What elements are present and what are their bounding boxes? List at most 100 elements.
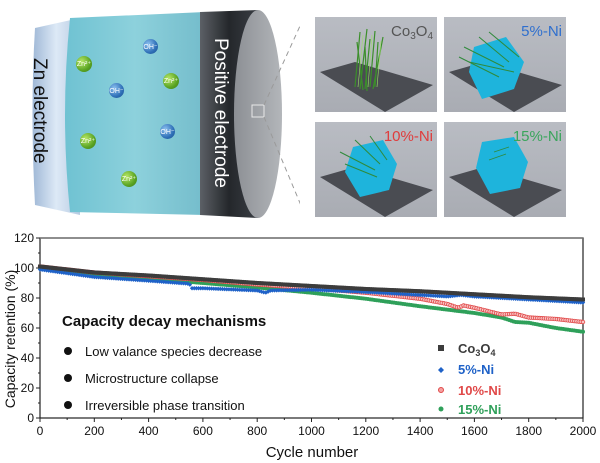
data-point (528, 295, 533, 300)
data-point (311, 287, 316, 293)
data-point (272, 281, 277, 286)
legend-label-15ni: 15%-Ni (458, 402, 501, 417)
data-point (111, 271, 116, 276)
data-point (205, 277, 210, 282)
data-point (535, 295, 540, 300)
data-point (409, 288, 414, 293)
data-point (218, 278, 223, 283)
data-point (541, 298, 547, 303)
data-point (526, 297, 531, 302)
data-point (77, 268, 82, 273)
data-point (257, 281, 262, 286)
data-point (324, 284, 329, 289)
data-point (76, 272, 82, 278)
data-point (305, 283, 310, 288)
data-point (81, 273, 86, 278)
data-point (172, 280, 177, 285)
data-point (181, 275, 186, 280)
data-point (268, 288, 273, 293)
panel-label-5ni: 5%-Ni (521, 23, 562, 40)
data-point (559, 296, 564, 301)
data-point (161, 274, 166, 279)
zn-ion-icon: Zn²⁺ (163, 73, 179, 89)
data-point (92, 274, 97, 280)
data-point (202, 286, 208, 291)
data-point (115, 276, 121, 281)
data-point (124, 272, 129, 277)
data-point (402, 288, 407, 293)
panel-15ni: 15%-Ni (444, 122, 566, 217)
data-point (72, 268, 77, 273)
y-tick-label: 60 (21, 321, 35, 335)
data-point (107, 271, 112, 276)
data-point (463, 291, 468, 296)
data-point (498, 293, 503, 298)
data-point (422, 293, 427, 298)
data-point (528, 297, 534, 302)
data-point (509, 294, 514, 299)
data-point (96, 275, 101, 280)
data-point (433, 293, 438, 299)
data-point (172, 275, 177, 280)
series-co3o4 (38, 264, 585, 302)
data-point (541, 295, 546, 300)
data-point (548, 296, 553, 301)
data-point (544, 295, 549, 300)
data-point (446, 290, 451, 295)
data-point (448, 290, 453, 295)
legend-marker-square (438, 345, 444, 351)
data-point (307, 283, 312, 288)
data-point (187, 282, 193, 287)
data-point (518, 294, 523, 299)
data-point (554, 298, 560, 304)
x-tick-label: 1800 (515, 424, 542, 438)
data-point (55, 269, 60, 275)
x-tick-label: 1200 (352, 424, 379, 438)
data-point (229, 279, 234, 284)
data-point (83, 273, 88, 278)
data-point (133, 272, 138, 277)
panel-label-10ni: 10%-Ni (383, 128, 433, 145)
x-tick-label: 1600 (461, 424, 488, 438)
data-point (387, 287, 392, 292)
data-point (174, 280, 180, 286)
data-point (157, 274, 162, 279)
data-point (242, 280, 247, 285)
data-point (153, 273, 158, 278)
data-point (146, 273, 151, 278)
bullet-icon (64, 374, 72, 382)
data-point (109, 271, 114, 276)
data-point (563, 296, 568, 301)
data-point (168, 275, 173, 279)
data-point (537, 297, 542, 303)
data-point (309, 287, 314, 292)
data-point (255, 281, 260, 285)
y-tick-label: 20 (21, 381, 35, 395)
data-point (339, 285, 344, 290)
data-point (42, 264, 47, 269)
data-point (178, 280, 184, 286)
data-point (389, 288, 394, 293)
data-point (407, 292, 412, 297)
data-point (298, 283, 303, 288)
data-point (452, 291, 457, 296)
data-point (94, 274, 99, 280)
mechanism-item: Microstructure collapse (85, 371, 219, 386)
positive-electrode-label: Positive electrode (210, 38, 231, 188)
data-point (265, 289, 271, 294)
data-point (331, 285, 336, 290)
data-point (224, 278, 229, 283)
x-axis-label: Cycle number (266, 444, 359, 461)
data-point (550, 296, 555, 301)
data-point (307, 287, 312, 292)
data-point (268, 281, 273, 286)
data-point (207, 277, 212, 282)
data-point (522, 295, 527, 300)
data-point (246, 280, 251, 285)
data-point (261, 281, 266, 286)
y-tick-label: 40 (21, 351, 35, 365)
data-point (61, 267, 66, 272)
data-point (561, 296, 566, 301)
data-point (572, 297, 577, 302)
data-point (159, 274, 164, 279)
